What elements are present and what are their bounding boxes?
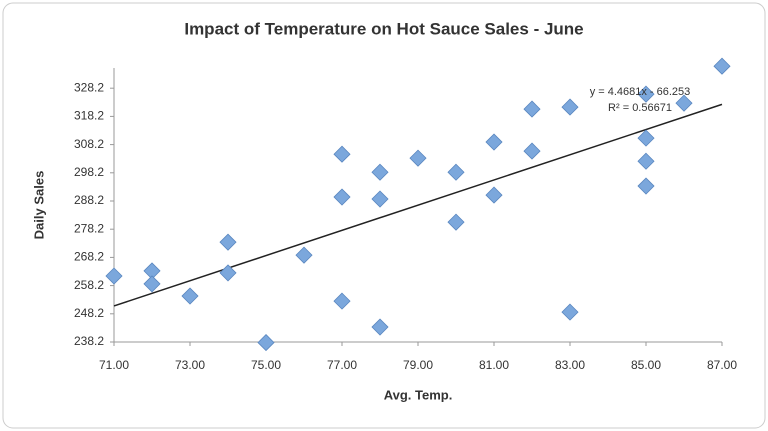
- data-point: [561, 98, 579, 116]
- data-point: [105, 267, 123, 285]
- data-point: [637, 129, 655, 147]
- y-tick-label: 278.2: [74, 221, 104, 235]
- data-point: [295, 246, 313, 264]
- data-point: [675, 94, 693, 112]
- y-tick-label: 258.2: [74, 278, 104, 292]
- y-tick-label: 268.2: [74, 250, 104, 264]
- data-point: [333, 145, 351, 163]
- data-point: [371, 163, 389, 181]
- trendline-equation: y = 4.4681x - 66.253: [590, 86, 691, 98]
- x-tick-label: 77.00: [327, 358, 357, 372]
- data-point: [523, 142, 541, 160]
- chart-title: Impact of Temperature on Hot Sauce Sales…: [184, 19, 583, 38]
- data-point: [637, 85, 655, 103]
- y-axis-label: Daily Sales: [31, 171, 46, 240]
- data-point: [485, 133, 503, 151]
- data-point: [713, 57, 731, 75]
- y-tick-label: 238.2: [74, 334, 104, 348]
- data-point: [447, 213, 465, 231]
- data-point: [219, 264, 237, 282]
- trendline: [113, 103, 723, 307]
- data-point: [333, 188, 351, 206]
- data-point: [637, 152, 655, 170]
- x-axis-label: Avg. Temp.: [384, 387, 453, 402]
- data-point: [181, 287, 199, 305]
- data-point: [523, 100, 541, 118]
- data-point: [371, 190, 389, 208]
- data-point: [333, 292, 351, 310]
- y-tick-label: 308.2: [74, 137, 104, 151]
- data-point: [143, 275, 161, 293]
- x-tick-label: 85.00: [631, 358, 661, 372]
- x-tick-label: 79.00: [403, 358, 433, 372]
- y-tick-label: 288.2: [74, 193, 104, 207]
- data-point: [561, 303, 579, 321]
- x-tick-label: 75.00: [251, 358, 281, 372]
- data-point: [257, 333, 275, 352]
- data-point: [447, 163, 465, 181]
- trendline-r2: R² = 0.56671: [608, 102, 672, 114]
- y-tick-label: 318.2: [74, 109, 104, 123]
- x-tick-label: 81.00: [479, 358, 509, 372]
- y-tick-label: 248.2: [74, 306, 104, 320]
- data-point: [409, 149, 427, 167]
- data-point: [485, 186, 503, 204]
- data-point: [219, 233, 237, 251]
- x-tick-label: 87.00: [707, 358, 737, 372]
- x-tick-label: 83.00: [555, 358, 585, 372]
- y-tick-label: 298.2: [74, 165, 104, 179]
- x-tick-label: 73.00: [175, 358, 205, 372]
- y-tick-label: 328.2: [74, 80, 104, 94]
- data-point: [637, 177, 655, 195]
- data-point: [371, 318, 389, 336]
- x-tick-label: 71.00: [99, 358, 129, 372]
